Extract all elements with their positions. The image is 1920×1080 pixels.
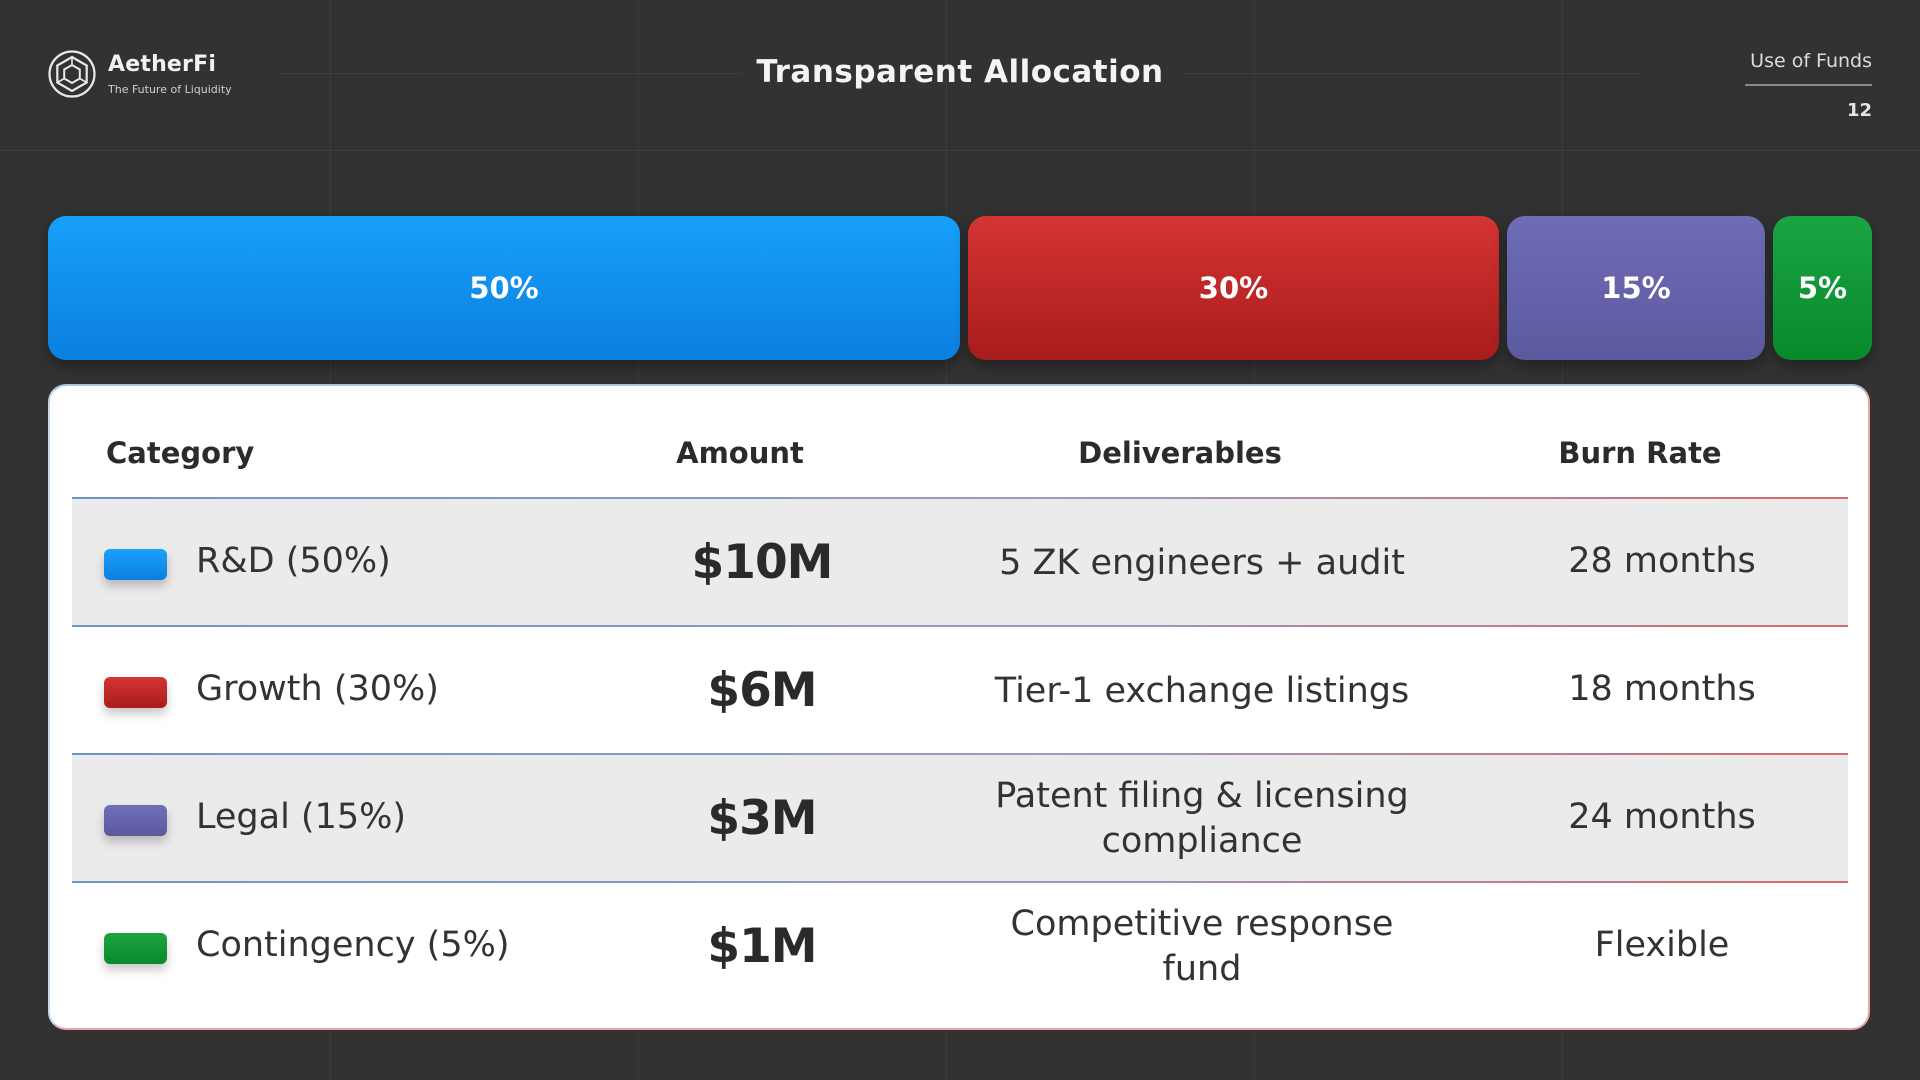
- header-deliverables: Deliverables: [1078, 436, 1282, 470]
- brand-name: AetherFi: [108, 52, 217, 77]
- row-burn-rate: 18 months: [1568, 669, 1756, 709]
- header-category: Category: [106, 436, 255, 470]
- row-deliverables: Competitive response fund: [1010, 904, 1394, 989]
- row-deliverables: 5 ZK engineers + audit: [999, 542, 1405, 583]
- row-deliverables: Patent filing & licensing compliance: [995, 776, 1409, 861]
- row-category: R&D (50%): [196, 541, 391, 581]
- section-divider: [1745, 84, 1872, 86]
- page-number: 12: [1846, 100, 1872, 121]
- row-amount: $6M: [707, 663, 817, 718]
- grid-line: [1185, 73, 1640, 74]
- header-amount: Amount: [676, 436, 804, 470]
- row-category: Contingency (5%): [196, 925, 510, 965]
- header-burn-rate: Burn Rate: [1558, 436, 1722, 470]
- row-category: Growth (30%): [196, 669, 439, 709]
- allocation-segment-growth: 30%: [968, 216, 1499, 360]
- grid-line: [0, 150, 1920, 151]
- row-divider: [72, 881, 1848, 883]
- allocation-table: Category Amount Deliverables Burn Rate R…: [48, 384, 1870, 1030]
- legal-swatch: [104, 805, 167, 836]
- row-amount: $3M: [707, 791, 817, 846]
- table-row: Growth (30%) $6M Tier-1 exchange listing…: [72, 627, 1848, 755]
- row-amount: $10M: [691, 535, 834, 590]
- table-row: Legal (15%) $3M Patent filing & licensin…: [72, 755, 1848, 883]
- allocation-segment-rnd: 50%: [48, 216, 960, 360]
- row-category: Legal (15%): [196, 797, 407, 837]
- row-amount: $1M: [707, 919, 817, 974]
- brand-tagline: The Future of Liquidity: [108, 83, 232, 96]
- growth-swatch: [104, 677, 167, 708]
- row-divider: [72, 497, 1848, 499]
- allocation-segment-legal: 15%: [1507, 216, 1765, 360]
- hexagon-logo-icon: [48, 50, 96, 98]
- row-divider: [72, 753, 1848, 755]
- row-burn-rate: 24 months: [1568, 797, 1756, 837]
- row-burn-rate: 28 months: [1568, 541, 1756, 581]
- row-burn-rate: Flexible: [1594, 925, 1730, 965]
- row-deliverables: Tier-1 exchange listings: [994, 670, 1410, 711]
- grid-line: [280, 73, 740, 74]
- slide-title: Transparent Allocation: [756, 54, 1164, 90]
- rnd-swatch: [104, 549, 167, 580]
- section-label: Use of Funds: [1750, 50, 1872, 72]
- table-row: R&D (50%) $10M 5 ZK engineers + audit 28…: [72, 499, 1848, 627]
- allocation-segment-contingency: 5%: [1773, 216, 1872, 360]
- row-divider: [72, 625, 1848, 627]
- table-row: Contingency (5%) $1M Competitive respons…: [72, 883, 1848, 1011]
- contingency-swatch: [104, 933, 167, 964]
